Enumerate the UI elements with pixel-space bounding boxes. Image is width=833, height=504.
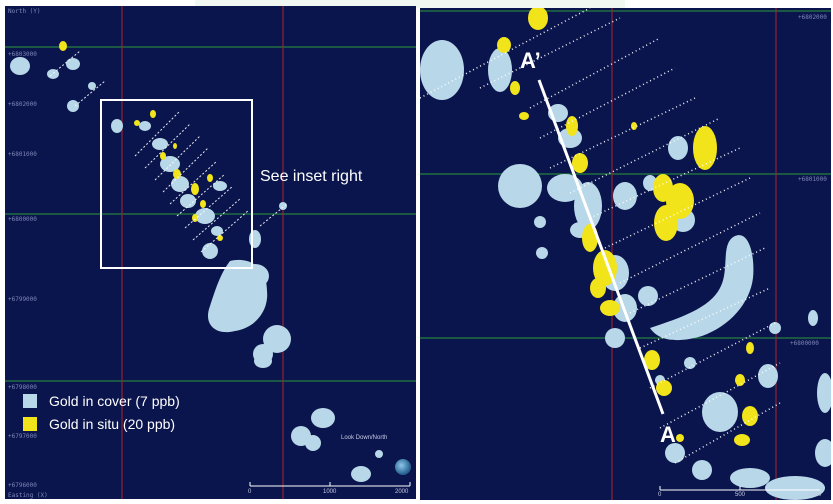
north-axis-label: North (Y)	[8, 8, 41, 15]
globe-icon[interactable]	[395, 459, 411, 475]
scale-label: 2000	[395, 489, 409, 495]
view-direction-button[interactable]: Look Down/North	[341, 435, 388, 441]
scale-label: 0	[248, 489, 252, 495]
y-coord: +6796000	[8, 482, 37, 489]
inset-box	[100, 99, 253, 269]
right-map-canvas	[420, 8, 831, 500]
cover-swatch	[23, 393, 37, 408]
scale-label: 1000	[808, 492, 822, 498]
y-coord: +6799000	[8, 296, 37, 303]
legend: Gold in cover (7 ppb) Gold in situ (20 p…	[23, 389, 180, 435]
drill-lines-left	[49, 50, 288, 253]
y-coord: +6801000	[8, 151, 37, 158]
section-label-a: A	[660, 422, 676, 447]
legend-item-situ: Gold in situ (20 ppb)	[23, 412, 180, 435]
gold-in-situ-bodies	[59, 41, 223, 241]
y-coord: +6802000	[8, 101, 37, 108]
scale-label: 1000	[323, 489, 337, 495]
left-scale-bar	[249, 482, 411, 487]
left-map-panel[interactable]: North (Y) Easting (X) +6803000 +6802000 …	[5, 6, 416, 499]
gold-in-cover-bodies-inset	[420, 40, 831, 500]
header-strip	[195, 0, 625, 8]
left-grid-red	[121, 6, 284, 499]
y-coord: +6802000	[798, 14, 827, 21]
y-coord: +6803000	[8, 51, 37, 58]
legend-label-cover: Gold in cover (7 ppb)	[49, 392, 180, 409]
drill-lines-right	[420, 8, 781, 464]
y-coord: +6801000	[798, 176, 827, 183]
inset-label: See inset right	[260, 168, 363, 185]
left-map-canvas	[5, 6, 416, 499]
y-coord: +6798000	[8, 384, 37, 391]
easting-axis-label: Easting (X)	[8, 492, 48, 499]
y-coord: +6800000	[8, 216, 37, 223]
right-scale-bar	[659, 486, 820, 491]
section-line	[537, 79, 665, 415]
section-label-a-prime: A’	[520, 48, 541, 73]
scale-label: 500	[735, 492, 746, 498]
legend-item-cover: Gold in cover (7 ppb)	[23, 389, 180, 412]
y-coord: +6800000	[790, 340, 819, 347]
right-map-panel[interactable]: A’ A +6802000 +6801000 +6800000 0 500 10…	[420, 8, 831, 500]
situ-swatch	[23, 416, 37, 431]
legend-label-situ: Gold in situ (20 ppb)	[49, 415, 176, 432]
gold-in-cover-bodies	[10, 57, 383, 482]
scale-label: 0	[658, 492, 662, 498]
right-grid-green	[420, 10, 831, 339]
y-coord: +6797000	[8, 433, 37, 440]
